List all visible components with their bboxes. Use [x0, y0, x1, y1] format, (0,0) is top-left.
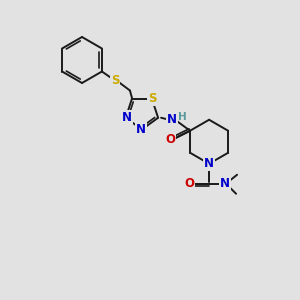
Text: N: N — [136, 123, 146, 136]
Text: S: S — [148, 92, 156, 105]
Text: N: N — [220, 177, 230, 190]
Text: S: S — [111, 74, 119, 87]
Text: H: H — [178, 112, 187, 122]
Text: N: N — [122, 111, 132, 124]
Text: O: O — [165, 133, 175, 146]
Text: O: O — [184, 177, 194, 190]
Text: N: N — [204, 157, 214, 170]
Text: N: N — [167, 113, 177, 126]
